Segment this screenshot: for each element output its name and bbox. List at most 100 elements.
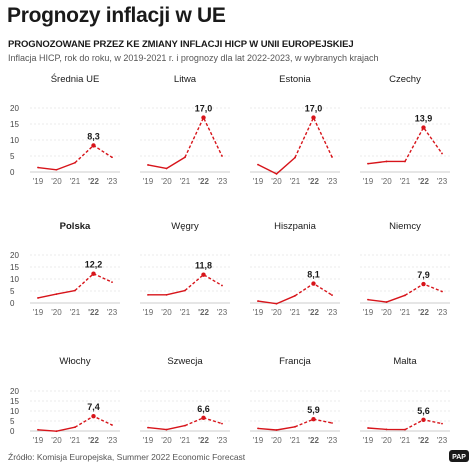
x-tick-label: '19	[363, 177, 374, 186]
country-name: Hiszpania	[274, 221, 316, 232]
data-point	[147, 426, 149, 429]
x-tick-label: '23	[437, 177, 448, 186]
data-label: 8,3	[87, 131, 100, 141]
data-point	[165, 167, 168, 170]
y-tick-label: 0	[10, 299, 15, 308]
x-tick-label: '19	[33, 436, 44, 445]
data-point	[441, 422, 443, 425]
data-label: 8,1	[307, 270, 320, 280]
country-name: Niemcy	[389, 221, 421, 232]
country-name: Polska	[60, 221, 91, 232]
series-line-actual	[367, 294, 406, 303]
x-tick-label: '22	[418, 436, 429, 445]
y-tick-label: 15	[10, 397, 19, 406]
chart-description: Inflacja HICP, rok do roku, w 2019-2021 …	[8, 53, 379, 63]
country-name: Włochy	[59, 356, 90, 367]
country-name: Średnia UE	[51, 73, 100, 85]
data-point	[367, 162, 369, 165]
data-point	[441, 290, 443, 293]
data-point	[367, 427, 369, 429]
x-tick-label: '20	[51, 308, 62, 317]
x-tick-label: '22	[198, 177, 209, 186]
x-tick-label: '19	[363, 436, 374, 445]
series-line-actual	[37, 162, 76, 171]
data-label: 6,6	[197, 404, 210, 414]
x-tick-label: '21	[400, 177, 411, 186]
x-tick-label: '22	[418, 177, 429, 186]
x-tick-label: '21	[290, 177, 301, 186]
data-point	[331, 294, 333, 296]
data-point	[165, 293, 168, 296]
data-point	[385, 428, 388, 431]
y-tick-label: 20	[10, 104, 19, 113]
x-tick-label: '22	[308, 177, 319, 186]
y-tick-label: 15	[10, 120, 19, 129]
x-tick-label: '22	[198, 436, 209, 445]
series-line-forecast	[74, 144, 113, 164]
series-line-actual	[257, 157, 296, 175]
data-point	[91, 271, 96, 276]
y-tick-label: 15	[10, 263, 19, 272]
data-point	[441, 152, 443, 155]
x-tick-label: '21	[70, 436, 81, 445]
x-tick-label: '21	[180, 436, 191, 445]
x-tick-label: '19	[33, 308, 44, 317]
data-point	[404, 160, 406, 163]
x-tick-label: '21	[180, 177, 191, 186]
data-point	[201, 115, 206, 120]
y-tick-label: 20	[10, 387, 19, 396]
data-point	[201, 272, 206, 277]
series-line-forecast	[184, 116, 223, 158]
data-point	[311, 417, 316, 422]
data-point	[55, 430, 58, 433]
pap-logo: PAP	[449, 450, 469, 462]
data-point	[294, 156, 296, 159]
data-point	[311, 115, 316, 120]
data-point	[74, 161, 76, 164]
series-line-forecast	[404, 126, 443, 162]
x-tick-label: '21	[70, 308, 81, 317]
x-tick-label: '20	[381, 177, 392, 186]
y-tick-label: 5	[10, 152, 15, 161]
x-tick-label: '22	[308, 436, 319, 445]
data-point	[37, 297, 39, 299]
x-tick-label: '20	[271, 436, 282, 445]
data-label: 11,8	[195, 261, 212, 271]
data-point	[184, 289, 186, 292]
x-tick-label: '23	[327, 177, 338, 186]
data-point	[257, 300, 259, 302]
x-tick-label: '21	[70, 177, 81, 186]
x-tick-label: '20	[271, 177, 282, 186]
x-tick-label: '21	[400, 436, 411, 445]
y-tick-label: 5	[10, 417, 15, 426]
data-point	[91, 143, 96, 148]
data-point	[221, 284, 223, 287]
x-tick-label: '20	[161, 308, 172, 317]
data-point	[421, 125, 426, 130]
data-point	[275, 302, 278, 305]
pap-logo-text: PAP	[452, 454, 466, 461]
data-point	[385, 301, 388, 303]
x-tick-label: '21	[290, 308, 301, 317]
source-note: Źródło: Komisja Europejska, Summer 2022 …	[8, 452, 246, 462]
x-tick-label: '20	[161, 177, 172, 186]
data-point	[37, 428, 39, 431]
data-point	[184, 156, 186, 159]
x-tick-label: '19	[33, 177, 44, 186]
data-label: 7,4	[87, 402, 100, 412]
country-name: Węgry	[171, 221, 199, 232]
series-line-actual	[257, 295, 296, 305]
country-name: Francja	[279, 356, 311, 367]
x-tick-label: '22	[88, 177, 99, 186]
x-tick-label: '21	[290, 436, 301, 445]
data-point	[294, 294, 296, 297]
country-name: Estonia	[279, 74, 311, 85]
x-tick-label: '19	[253, 308, 264, 317]
data-label: 5,6	[417, 406, 430, 416]
x-tick-label: '23	[217, 436, 228, 445]
y-tick-label: 0	[10, 168, 15, 177]
x-tick-label: '23	[437, 308, 448, 317]
data-point	[201, 415, 206, 420]
data-point	[111, 424, 113, 426]
